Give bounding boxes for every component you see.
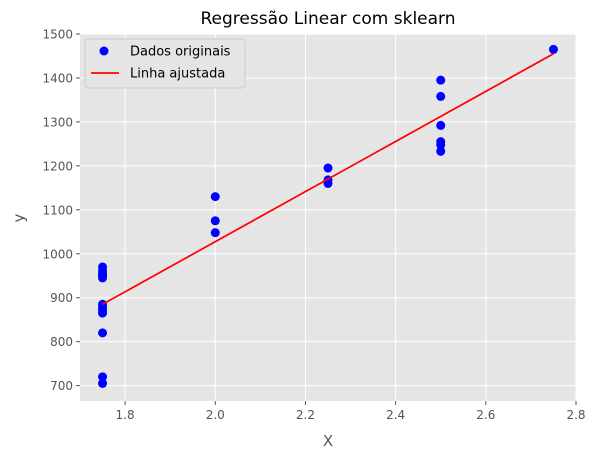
data-point [436,75,446,85]
x-tick-label: 1.8 [116,408,135,422]
legend-label-dados-originais: Dados originais [130,45,231,60]
x-tick-label: 2.4 [386,408,405,422]
plot-background [80,34,576,401]
data-point [323,163,333,173]
y-tick-label: 800 [50,335,73,349]
legend-marker-dados-originais [99,46,109,56]
data-point [436,146,446,156]
data-point [98,372,108,382]
x-tick-label: 2.8 [566,408,585,422]
x-axis-label: X [323,432,333,450]
y-tick-label: 900 [50,291,73,305]
data-point [436,137,446,147]
y-tick-label: 1400 [42,71,73,85]
y-tick-label: 1300 [42,115,73,129]
data-point [98,328,108,338]
grid-lines [80,33,577,401]
data-point [436,120,446,130]
y-tick-label: 700 [50,379,73,393]
legend: Dados originais Linha ajustada [84,38,246,89]
y-axis-label: y [10,213,28,222]
data-point [98,378,108,388]
series-layer [98,44,558,388]
chart-title: Regressão Linear com sklearn [200,9,455,29]
y-tick-label: 1500 [42,28,73,42]
x-tick-label: 2.6 [476,408,495,422]
y-tick-label: 1000 [42,247,73,261]
x-axis-ticks: 1.8 2.0 2.2 2.4 2.6 2.8 [116,401,586,422]
y-tick-label: 1100 [42,203,73,217]
y-tick-label: 1200 [42,159,73,173]
data-point [436,91,446,101]
data-point [548,44,558,54]
y-axis-ticks: 700 800 900 1000 1100 1200 1300 1400 1500 [42,28,80,393]
legend-box [84,38,246,89]
data-point [210,192,220,202]
data-point [210,228,220,238]
data-point [210,216,220,226]
x-tick-label: 2.2 [296,408,315,422]
fitted-line [102,53,554,306]
data-point [98,262,108,272]
x-tick-label: 2.0 [206,408,225,422]
legend-label-linha-ajustada: Linha ajustada [130,67,225,82]
